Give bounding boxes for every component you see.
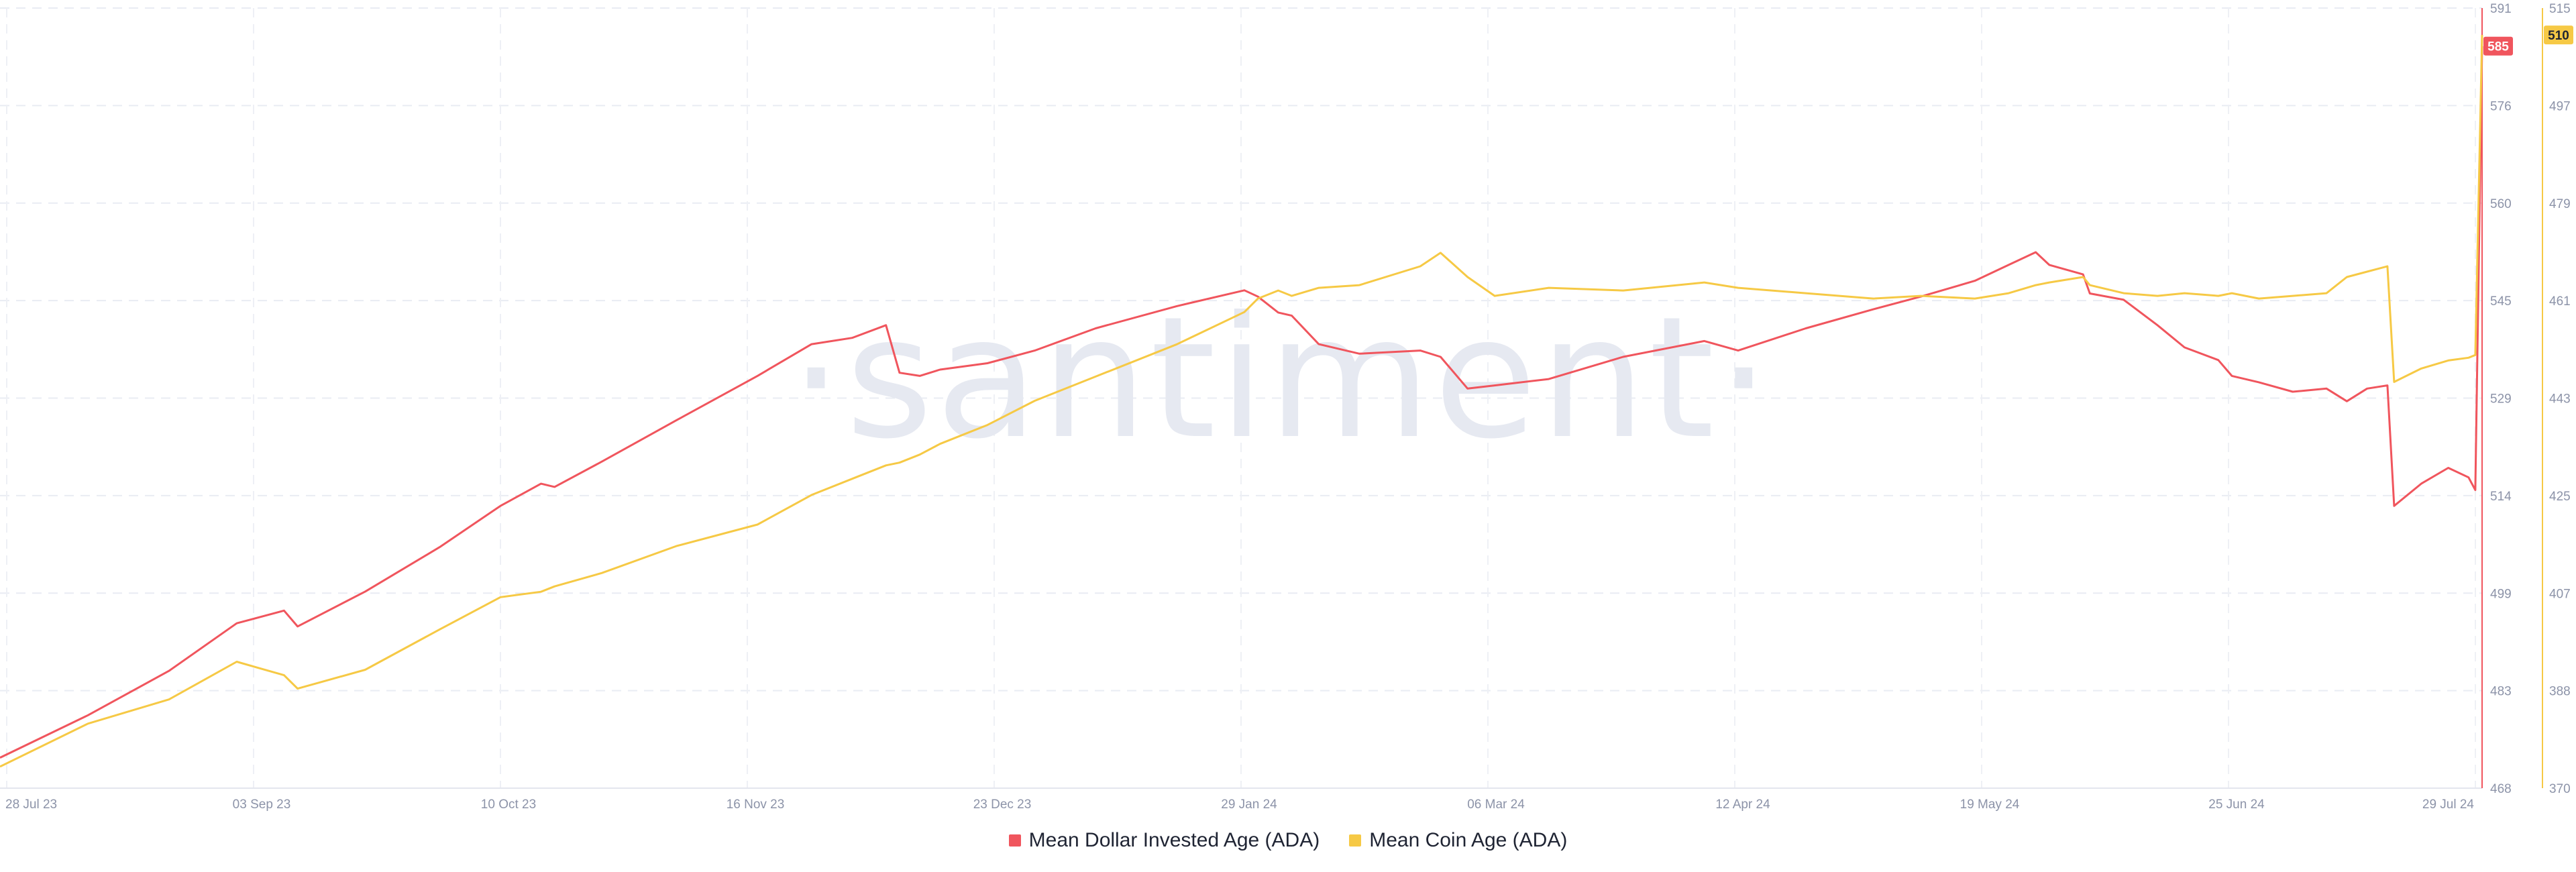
x-tick-label: 19 May 24: [1960, 798, 2020, 812]
x-tick-label: 12 Apr 24: [1715, 798, 1770, 812]
y-right-tick-label: 388: [2549, 685, 2571, 699]
value-badges: 585 510: [2483, 25, 2573, 56]
y-left-tick-label: 560: [2490, 197, 2512, 211]
y-right-tick-label: 461: [2549, 294, 2571, 309]
y-left-tick-label: 576: [2490, 99, 2512, 113]
legend-item-mean-dollar-invested-age[interactable]: Mean Dollar Invested Age (ADA): [1008, 829, 1320, 852]
y-left-tick-label: 499: [2490, 587, 2512, 601]
x-tick-label: 10 Oct 23: [481, 798, 536, 812]
legend-swatch-yellow: [1349, 834, 1362, 847]
y-left-tick-label: 468: [2490, 782, 2512, 796]
series-line-mean-coin-age: [0, 35, 2483, 768]
current-value-badge-red-text: 585: [2487, 40, 2509, 54]
x-tick-label: 03 Sep 23: [233, 798, 291, 812]
legend: Mean Dollar Invested Age (ADA) Mean Coin…: [0, 829, 2576, 852]
x-tick-label: 29 Jul 24: [2422, 798, 2475, 812]
y-right-tick-label: 425: [2549, 490, 2571, 504]
y-left-tick-label: 483: [2490, 685, 2512, 699]
y-right-tick-label: 515: [2549, 2, 2571, 16]
y-left-tick-label: 529: [2490, 392, 2512, 406]
y-left-tick-label: 514: [2490, 490, 2512, 504]
legend-label: Mean Coin Age (ADA): [1369, 829, 1568, 851]
series-line-mean-dollar-invested-age: [0, 46, 2483, 759]
x-tick-label: 25 Jun 24: [2208, 798, 2265, 812]
legend-label: Mean Dollar Invested Age (ADA): [1028, 829, 1320, 851]
x-tick-label: 28 Jul 23: [5, 798, 57, 812]
x-tick-label: 16 Nov 23: [727, 798, 785, 812]
legend-item-mean-coin-age[interactable]: Mean Coin Age (ADA): [1349, 829, 1567, 852]
y-right-tick-label: 479: [2549, 197, 2571, 211]
y-right-tick-label: 497: [2549, 99, 2571, 113]
y-right-tick-label: 407: [2549, 587, 2571, 601]
series: [0, 35, 2483, 768]
x-tick-label: 23 Dec 23: [973, 798, 1032, 812]
x-tick-label: 06 Mar 24: [1467, 798, 1525, 812]
current-value-badge-yellow-text: 510: [2548, 29, 2569, 43]
y-right-tick-label: 370: [2549, 782, 2571, 796]
y-left-tick-label: 545: [2490, 294, 2512, 309]
x-tick-label: 29 Jan 24: [1221, 798, 1277, 812]
tick-labels: 468 483 499 514 529 545 560 576 591 370 388 407 425 4…: [5, 2, 2571, 812]
axes: [0, 8, 2543, 789]
current-value-badge-red: [2483, 36, 2513, 56]
legend-swatch-red: [1008, 834, 1021, 847]
y-right-tick-label: 443: [2549, 392, 2571, 406]
current-value-badge-yellow: [2544, 25, 2573, 45]
grid: [0, 7, 2482, 789]
y-left-tick-label: 591: [2490, 2, 2512, 16]
